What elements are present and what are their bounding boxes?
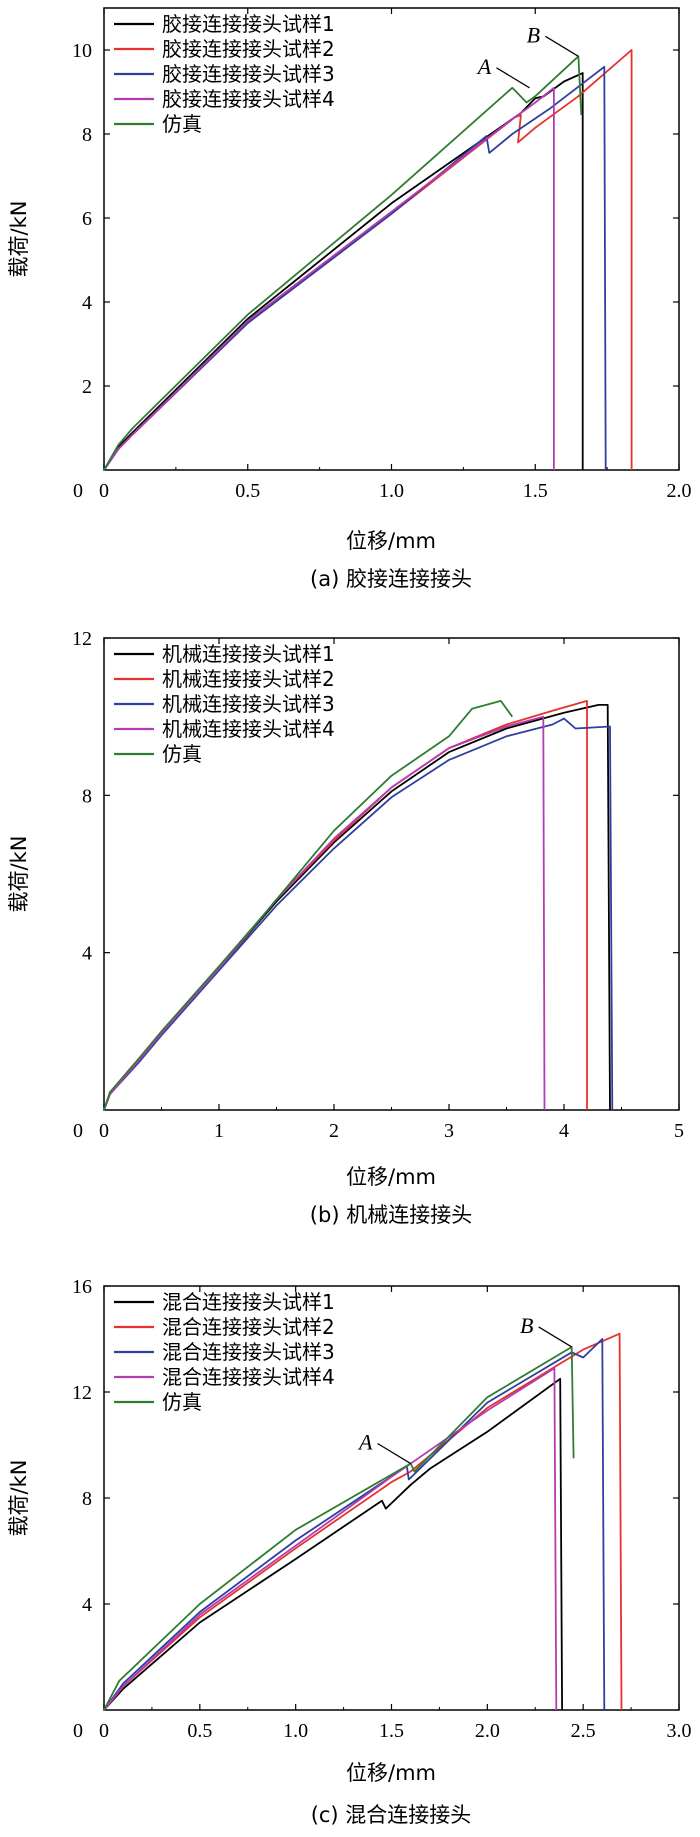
legend-label: 胶接连接接头试样1	[162, 12, 335, 36]
origin-label: 0	[73, 480, 83, 502]
series-lines	[103, 49, 633, 471]
legend-label: 机械连接接头试样3	[162, 692, 335, 716]
y-axis-title: 载荷/kN	[7, 836, 31, 913]
y-tick-label: 12	[72, 1382, 92, 1404]
y-tick-label: 10	[72, 40, 92, 62]
legend-label: 机械连接接头试样4	[162, 717, 335, 741]
panel-caption: (c) 混合连接接头	[311, 1803, 472, 1827]
x-tick-label: 3	[444, 1120, 454, 1142]
series-line	[103, 1377, 563, 1711]
x-tick-label: 1.5	[379, 1720, 404, 1742]
x-axis-title: 位移/mm	[346, 529, 436, 553]
annotations: AB	[357, 1313, 572, 1465]
y-tick-label: 6	[82, 208, 92, 230]
series-line	[103, 86, 555, 471]
x-tick-label: 0.5	[235, 480, 260, 502]
y-tick-label: 4	[82, 1594, 92, 1616]
y-tick-label: 4	[82, 943, 92, 965]
x-tick-label: 1.0	[283, 1720, 308, 1742]
panel-caption: (b) 机械连接接头	[310, 1203, 472, 1227]
legend-label: 胶接连接接头试样3	[162, 62, 335, 86]
series-line	[103, 700, 514, 1111]
y-tick-label: 12	[72, 628, 92, 650]
legend-label: 胶接连接接头试样2	[162, 37, 335, 61]
annotations: AB	[476, 22, 579, 89]
y-tick-label: 8	[82, 124, 92, 146]
origin-label: 0	[73, 1720, 83, 1742]
x-tick-label: 1.0	[379, 480, 404, 502]
x-tick-label: 2	[329, 1120, 339, 1142]
legend-label: 混合连接接头试样2	[162, 1315, 335, 1339]
series-line	[103, 1338, 606, 1711]
x-tick-label: 2.5	[571, 1720, 596, 1742]
series-lines	[103, 1332, 623, 1711]
series-line	[103, 717, 614, 1111]
y-tick-label: 4	[82, 292, 92, 314]
y-tick-label: 2	[82, 376, 92, 398]
annotation-label: B	[520, 1313, 533, 1338]
legend-label: 机械连接接头试样2	[162, 667, 335, 691]
axis-ticks: 0 0.5 1.0 1.5 2.0 2.5 3.0 4 8 12 16 0	[72, 1276, 692, 1742]
annotation-leader	[377, 1443, 411, 1465]
x-tick-label: 0.5	[187, 1720, 212, 1742]
annotation-label: B	[527, 22, 540, 47]
y-tick-label: 16	[72, 1276, 92, 1298]
series-line	[103, 55, 583, 471]
y-axis-title: 载荷/kN	[7, 201, 31, 278]
legend-label: 仿真	[162, 742, 202, 766]
x-tick-label: 2.0	[667, 480, 692, 502]
legend-label: 混合连接接头试样4	[162, 1365, 335, 1389]
x-tick-label: 3.0	[667, 1720, 692, 1742]
legend-label: 仿真	[162, 112, 202, 136]
series-line	[103, 1367, 558, 1711]
series-line	[103, 1332, 623, 1711]
legend-label: 胶接连接接头试样4	[162, 87, 335, 111]
x-tick-label: 0	[99, 480, 109, 502]
panel-caption: (a) 胶接连接接头	[310, 567, 472, 591]
x-tick-label: 1.5	[523, 480, 548, 502]
legend-label: 机械连接接头试样1	[162, 642, 335, 666]
x-tick-label: 5	[674, 1120, 684, 1142]
x-tick-label: 0	[99, 1120, 109, 1142]
series-line	[103, 715, 546, 1111]
x-tick-label: 0	[99, 1720, 109, 1742]
annotation-label: A	[357, 1430, 373, 1455]
x-tick-label: 4	[559, 1120, 569, 1142]
x-axis-title: 位移/mm	[346, 1165, 436, 1189]
x-axis-title: 位移/mm	[346, 1761, 436, 1785]
series-lines	[103, 700, 614, 1111]
annotation-leader	[538, 1326, 572, 1348]
legend-label: 混合连接接头试样1	[162, 1290, 335, 1314]
annotation-leader	[496, 67, 530, 89]
series-line	[103, 1346, 575, 1711]
origin-label: 0	[73, 1120, 83, 1142]
legend-label: 仿真	[162, 1390, 202, 1414]
annotation-label: A	[476, 54, 492, 79]
legend-label: 混合连接接头试样3	[162, 1340, 335, 1364]
axis-ticks: 0 0.5 1.0 1.5 2.0 2 4 6 8 10 0	[72, 8, 692, 502]
x-tick-label: 1	[214, 1120, 224, 1142]
annotation-leader	[545, 35, 579, 57]
x-tick-label: 2.0	[475, 1720, 500, 1742]
y-axis-title: 载荷/kN	[7, 1460, 31, 1537]
y-tick-label: 8	[82, 1488, 92, 1510]
y-tick-label: 8	[82, 785, 92, 807]
